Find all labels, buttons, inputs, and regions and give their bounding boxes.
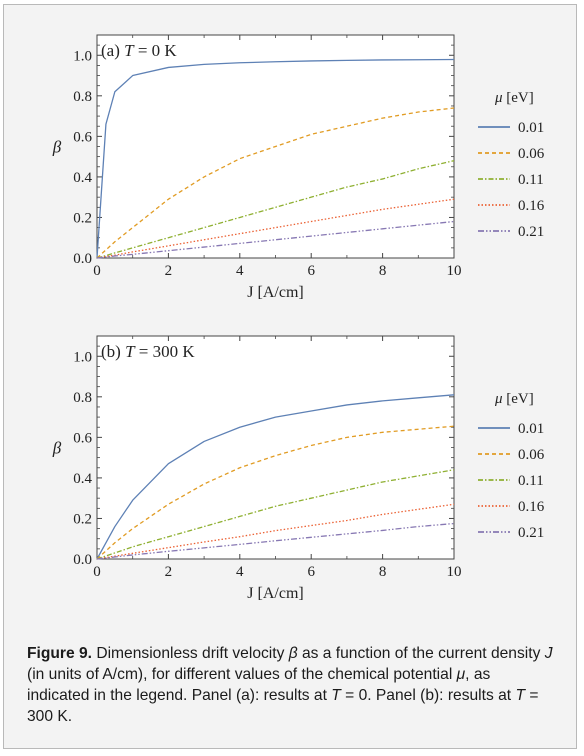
legend-title-unit: [eV] bbox=[503, 391, 534, 407]
series-line-0-16 bbox=[96, 198, 455, 259]
y-tick-label: 0.6 bbox=[73, 129, 92, 145]
caption-var-t1: T bbox=[331, 687, 341, 704]
y-axis-label: β bbox=[52, 138, 62, 157]
caption-figure-label: Figure 9. bbox=[27, 645, 92, 662]
plot-area bbox=[96, 335, 455, 560]
x-tick-label: 2 bbox=[165, 263, 173, 279]
y-tick-label: 0.4 bbox=[73, 471, 92, 487]
x-axis-label: J [A/cm] bbox=[247, 585, 303, 602]
y-tick-label: 1.0 bbox=[73, 349, 92, 365]
series-line-0-01 bbox=[96, 58, 455, 259]
legend-label-0-01: 0.01 bbox=[518, 421, 544, 437]
series-line-0-11 bbox=[96, 469, 455, 560]
panel-title-var: T bbox=[124, 41, 135, 60]
x-axis-label: J [A/cm] bbox=[247, 284, 303, 301]
panel-title-rest: = 300 K bbox=[135, 342, 196, 361]
legend-label-0-16: 0.16 bbox=[518, 198, 545, 214]
x-tick-label: 2 bbox=[165, 564, 173, 580]
series-line-0-06 bbox=[96, 107, 455, 259]
legend-title-unit: [eV] bbox=[503, 90, 534, 106]
y-tick-label: 0.2 bbox=[73, 511, 92, 527]
x-tick-label: 6 bbox=[307, 263, 315, 279]
y-tick-label: 0.0 bbox=[73, 251, 92, 267]
panel-label: (a) bbox=[101, 41, 124, 60]
chart-panel-b: 0 2 4 6 8 10 0.0 0.2 0.4 0.6 0.8 1.0 J [A/cm] β (b) T … bbox=[52, 335, 545, 602]
y-tick-label: 0.4 bbox=[73, 170, 92, 186]
legend-title-var: μ bbox=[494, 90, 503, 106]
caption-text-2: as a function of the current density bbox=[297, 645, 545, 662]
x-tick-label: 4 bbox=[236, 564, 244, 580]
series-line-0-11 bbox=[96, 160, 455, 259]
legend-label-0-21: 0.21 bbox=[518, 224, 544, 240]
series-line-0-01 bbox=[96, 394, 455, 560]
legend-label-0-11: 0.11 bbox=[518, 172, 544, 188]
caption-var-mu: μ bbox=[456, 666, 466, 683]
y-axis-label: β bbox=[52, 439, 62, 458]
y-tick-label: 0.0 bbox=[73, 552, 92, 568]
x-tick-label: 6 bbox=[307, 564, 315, 580]
x-tick-label: 4 bbox=[236, 263, 244, 279]
panel-title-rest: = 0 K bbox=[134, 41, 178, 60]
y-tick-label: 0.8 bbox=[73, 89, 92, 105]
x-tick-label: 10 bbox=[447, 263, 462, 279]
caption-text-1: Dimensionless drift velocity bbox=[92, 645, 289, 662]
caption-text-6: = 300 K. bbox=[27, 687, 539, 725]
legend-label-0-06: 0.06 bbox=[518, 447, 545, 463]
caption-var-t2: T bbox=[515, 687, 525, 704]
caption-var-beta: β bbox=[288, 645, 298, 662]
series-line-0-21 bbox=[96, 220, 455, 259]
series-line-0-16 bbox=[96, 503, 455, 560]
legend-label-0-16: 0.16 bbox=[518, 499, 545, 515]
legend-label-0-01: 0.01 bbox=[518, 120, 544, 136]
x-tick-label: 8 bbox=[379, 263, 387, 279]
y-tick-label: 0.6 bbox=[73, 430, 92, 446]
chart-panel-a: 0 2 4 6 8 10 0.0 0.2 0.4 0.6 0.8 1.0 J [A/cm] β (a) T … bbox=[52, 34, 545, 301]
x-tick-label: 8 bbox=[379, 564, 387, 580]
y-tick-label: 0.2 bbox=[73, 210, 92, 226]
legend-label-0-06: 0.06 bbox=[518, 146, 545, 162]
panel-title-var: T bbox=[125, 342, 136, 361]
legend-title: μ [eV] bbox=[494, 90, 534, 106]
legend-title-var: μ bbox=[494, 391, 503, 407]
x-tick-label: 0 bbox=[93, 263, 101, 279]
caption-text-4: , as indicated in the legend. Panel (a):… bbox=[27, 666, 491, 704]
caption-var-j: J bbox=[544, 645, 553, 662]
panel-title: (a) T = 0 K bbox=[101, 41, 177, 60]
figure-caption: Figure 9. Dimensionless drift velocity β… bbox=[27, 643, 557, 727]
y-tick-label: 0.8 bbox=[73, 390, 92, 406]
x-tick-label: 10 bbox=[447, 564, 462, 580]
series-line-0-06 bbox=[96, 425, 455, 560]
caption-text-5: = 0. Panel (b): results at bbox=[340, 687, 516, 704]
y-tick-label: 1.0 bbox=[73, 48, 92, 64]
legend-label-0-21: 0.21 bbox=[518, 525, 544, 541]
legend-label-0-11: 0.11 bbox=[518, 473, 544, 489]
legend-title: μ [eV] bbox=[494, 391, 534, 407]
panel-label: (b) bbox=[101, 342, 125, 361]
panel-title: (b) T = 300 K bbox=[101, 342, 195, 361]
caption-text-3: (in units of A/cm), for different values… bbox=[27, 666, 457, 683]
x-tick-label: 0 bbox=[93, 564, 101, 580]
series-line-0-21 bbox=[96, 522, 455, 560]
